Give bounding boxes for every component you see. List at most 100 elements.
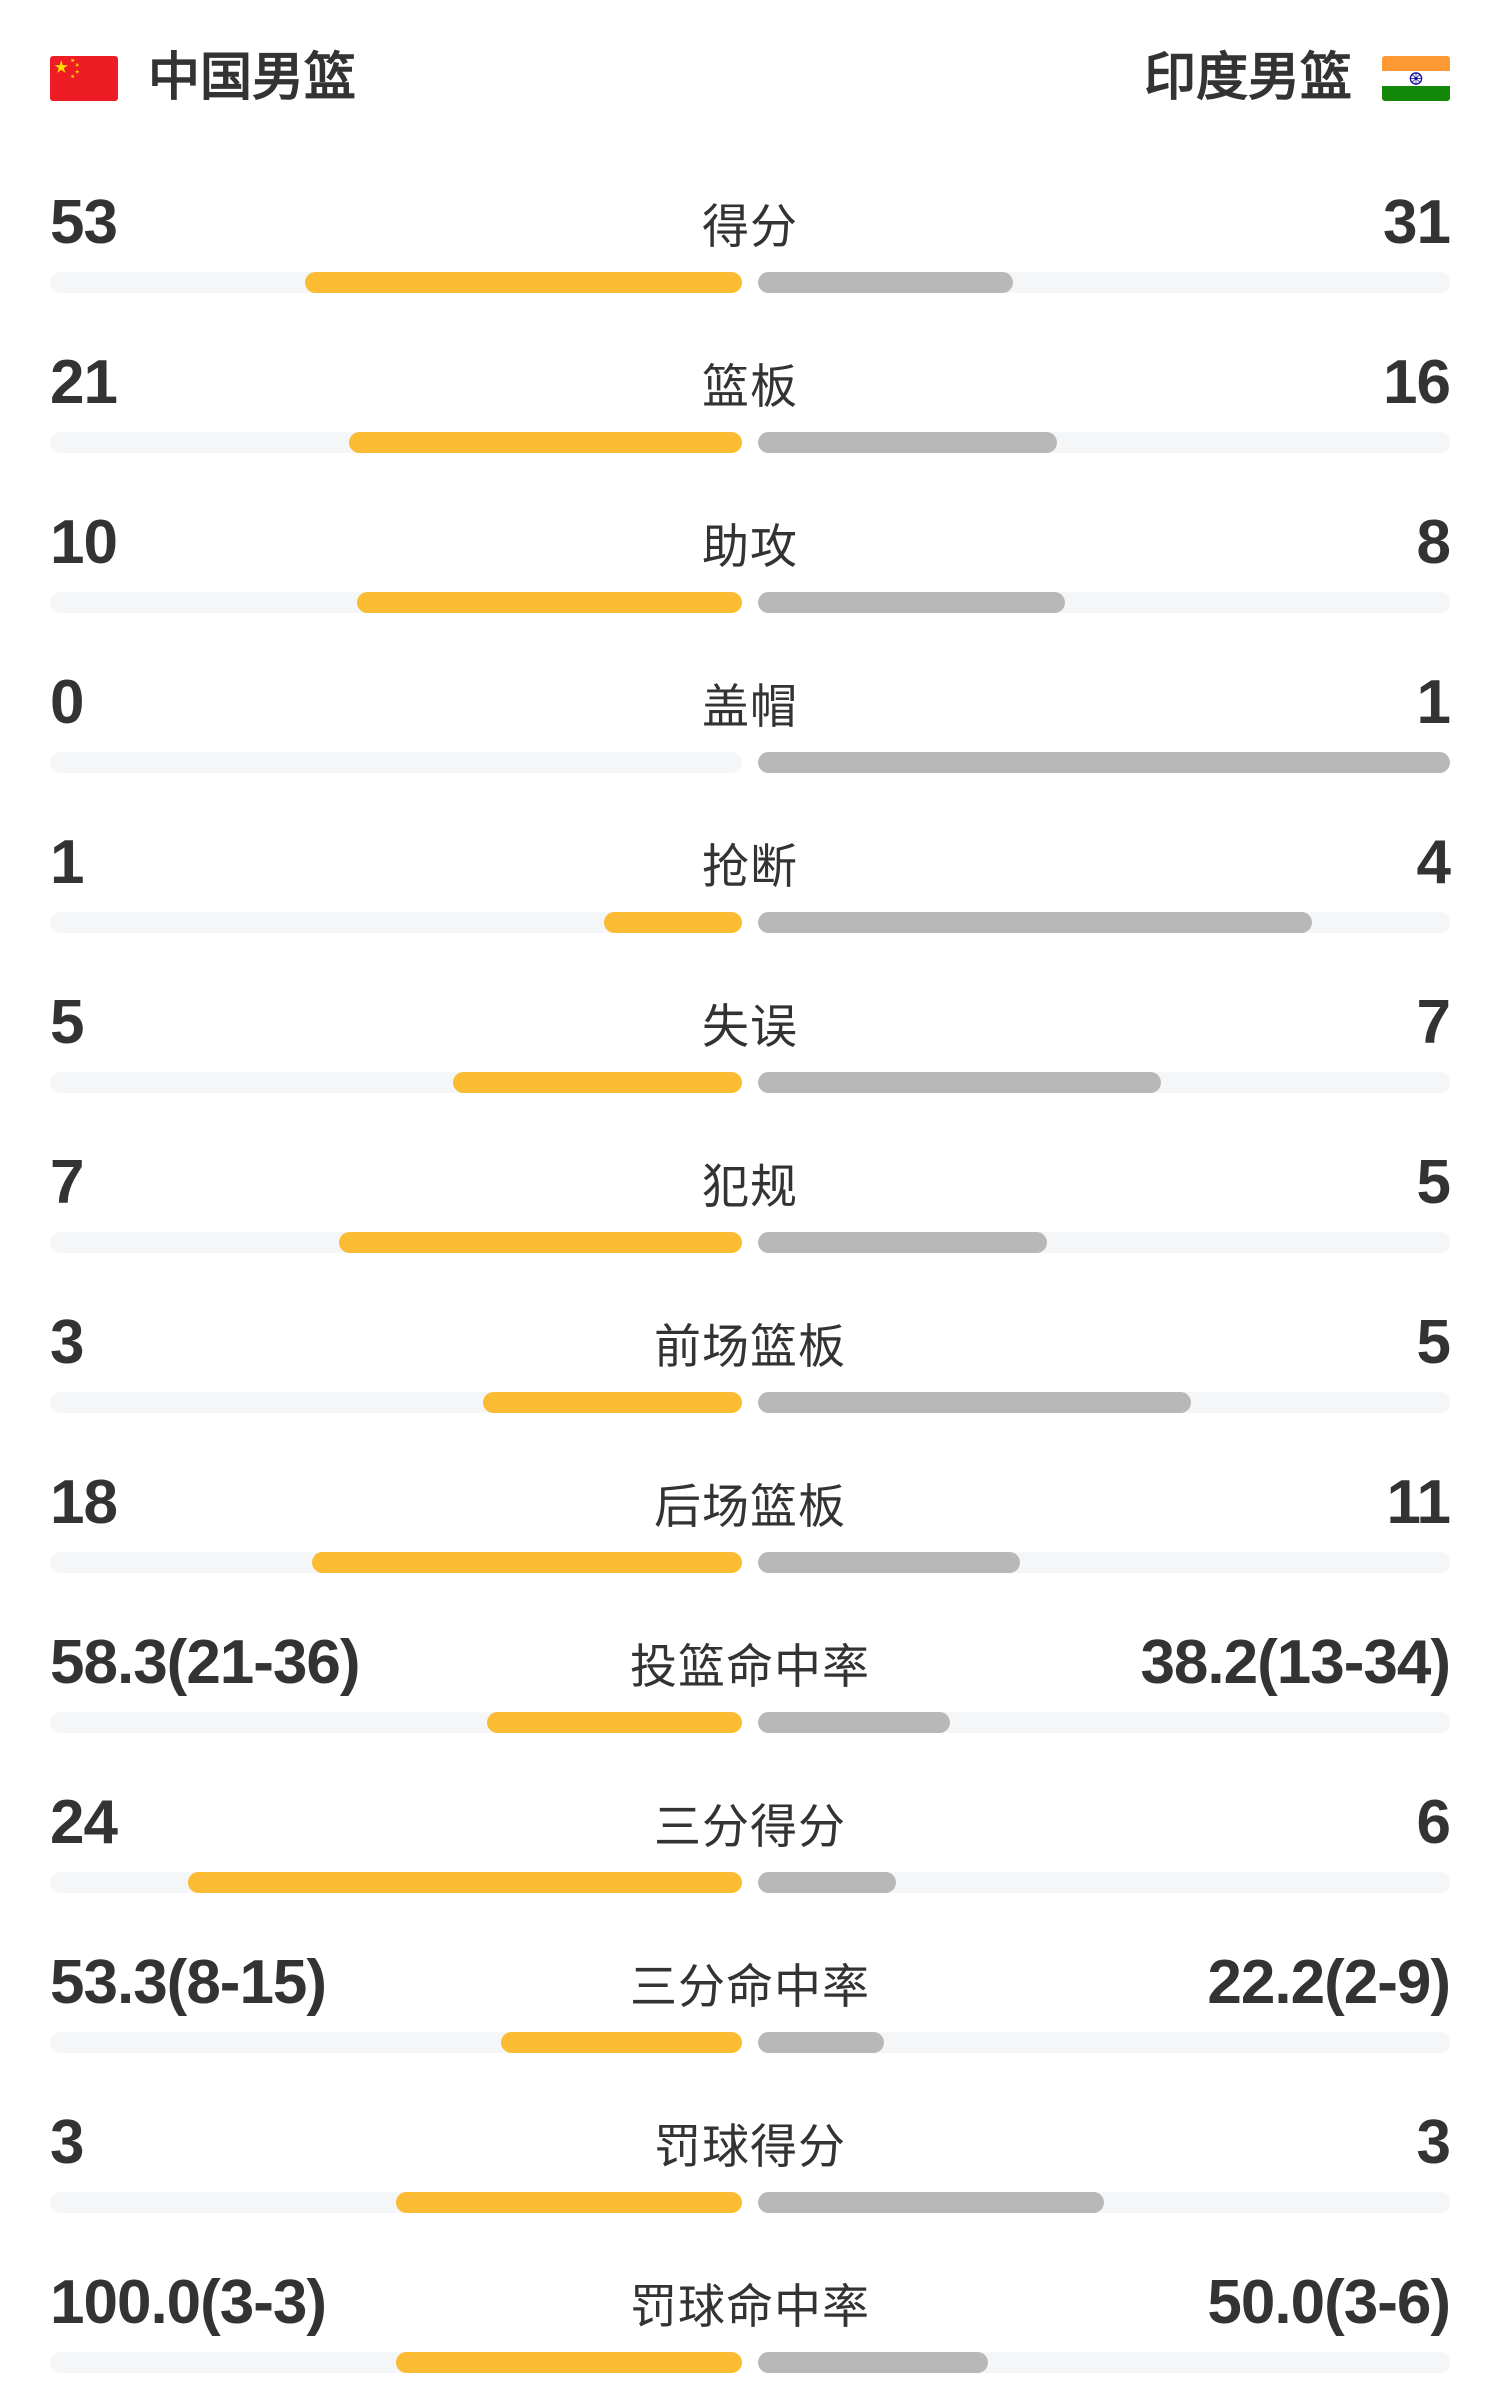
- stat-bars: [50, 752, 1450, 773]
- stat-value-away: 1: [1416, 668, 1451, 737]
- stat-label: 后场篮板: [654, 1480, 846, 1533]
- stat-label: 得分: [702, 200, 798, 253]
- stat-value-home: 21: [50, 348, 118, 417]
- stat-bar-fill-home: [348, 432, 742, 453]
- stat-value-away: 38.2(13-34): [1140, 1628, 1451, 1697]
- stat-values-line: 53 得分 31: [50, 188, 1451, 257]
- stat-bar-fill-home: [357, 592, 742, 613]
- stat-bar-track-home: [50, 592, 742, 613]
- stat-bar-track-home: [50, 1872, 742, 1893]
- stat-row: 21 篮板 16: [50, 348, 1451, 511]
- stat-label: 篮板: [702, 360, 798, 413]
- away-team: 印度男篮: [1144, 52, 1450, 104]
- stat-bar-track-home: [50, 2192, 742, 2213]
- stat-row: 53 得分 31: [50, 188, 1451, 351]
- stat-bar-track-away: [758, 1232, 1450, 1253]
- stat-row: 53.3(8-15) 三分命中率 22.2(2-9): [50, 1948, 1451, 2111]
- stat-value-away: 31: [1383, 188, 1451, 257]
- stat-bars: [50, 592, 1450, 613]
- stat-bar-track-away: [758, 752, 1450, 773]
- stat-bar-fill-home: [501, 2032, 742, 2053]
- stat-value-away: 5: [1416, 1308, 1451, 1377]
- away-team-name: 印度男篮: [1143, 49, 1352, 107]
- stat-label: 罚球命中率: [630, 2280, 870, 2333]
- stat-bar-track-home: [50, 2032, 742, 2053]
- stat-value-home: 7: [50, 1148, 84, 1217]
- stat-label: 三分得分: [654, 1800, 846, 1853]
- stat-bar-track-home: [50, 912, 742, 933]
- stat-label: 抢断: [702, 840, 798, 893]
- china-flag-icon: [50, 55, 118, 101]
- stat-label: 犯规: [702, 1160, 798, 1213]
- stat-bar-fill-home: [453, 1072, 742, 1093]
- stat-value-away: 6: [1416, 1788, 1451, 1857]
- stat-label: 前场篮板: [654, 1320, 846, 1373]
- stat-row: 100.0(3-3) 罚球命中率 50.0(3-6): [50, 2268, 1451, 2400]
- stat-bars: [50, 1392, 1450, 1413]
- stat-bars: [50, 1712, 1450, 1733]
- stat-bar-fill-away: [758, 752, 1450, 773]
- stat-values-line: 18 后场篮板 11: [50, 1471, 1451, 1535]
- stat-bars: [50, 1232, 1450, 1253]
- stat-value-home: 1: [50, 828, 84, 897]
- stat-values-line: 21 篮板 16: [50, 348, 1451, 417]
- stat-bar-track-home: [50, 1232, 742, 1253]
- stat-values-line: 0 盖帽 1: [50, 668, 1451, 737]
- stat-bar-fill-home: [603, 912, 742, 933]
- stat-values-line: 3 前场篮板 5: [50, 1308, 1451, 1377]
- stat-values-line: 1 抢断 4: [50, 828, 1451, 897]
- stat-bar-fill-home: [312, 1552, 742, 1573]
- stat-bar-track-home: [50, 1712, 742, 1733]
- stat-row: 0 盖帽 1: [50, 668, 1451, 831]
- stat-bar-track-away: [758, 2032, 1450, 2053]
- stat-row: 5 失误 7: [50, 988, 1451, 1151]
- stat-bars: [50, 432, 1450, 453]
- stat-bars: [50, 2352, 1450, 2373]
- stat-bar-fill-home: [396, 2192, 742, 2213]
- stat-value-home: 3: [50, 1308, 84, 1377]
- stat-bar-track-away: [758, 912, 1450, 933]
- stat-bar-fill-away: [758, 2032, 884, 2053]
- stat-row: 18 后场篮板 11: [50, 1471, 1451, 1631]
- stat-bar-track-away: [758, 1392, 1450, 1413]
- stat-value-away: 50.0(3-6): [1207, 2268, 1451, 2337]
- stat-bar-fill-home: [305, 272, 742, 293]
- stat-bar-fill-away: [758, 1232, 1047, 1253]
- stat-bar-track-home: [50, 2352, 742, 2373]
- stat-row: 58.3(21-36) 投篮命中率 38.2(13-34): [50, 1628, 1451, 1791]
- stat-bars: [50, 2192, 1450, 2213]
- stat-bar-track-away: [758, 1552, 1450, 1573]
- stat-bars: [50, 2032, 1450, 2053]
- stats-header: 中国男篮 印度男篮: [50, 0, 1450, 104]
- stat-values-line: 3 罚球得分 3: [50, 2108, 1451, 2177]
- stat-row: 24 三分得分 6: [50, 1788, 1451, 1951]
- stat-bar-track-away: [758, 592, 1450, 613]
- stat-bar-fill-home: [338, 1232, 742, 1253]
- stat-bar-track-away: [758, 1072, 1450, 1093]
- stat-bar-fill-away: [758, 432, 1057, 453]
- stat-value-home: 3: [50, 2108, 84, 2177]
- home-team-name: 中国男篮: [148, 49, 357, 107]
- stat-row: 7 犯规 5: [50, 1148, 1451, 1311]
- stat-value-home: 53.3(8-15): [50, 1948, 327, 2017]
- stat-value-away: 3: [1416, 2108, 1451, 2177]
- stat-bar-track-away: [758, 1712, 1450, 1733]
- stat-value-home: 100.0(3-3): [50, 2268, 327, 2337]
- stat-bars: [50, 272, 1450, 293]
- stat-value-home: 10: [50, 508, 118, 577]
- stat-value-away: 4: [1416, 828, 1451, 897]
- stat-label: 盖帽: [702, 680, 798, 733]
- home-team: 中国男篮: [50, 52, 356, 104]
- stat-value-home: 24: [50, 1788, 118, 1857]
- stat-bar-track-away: [758, 2192, 1450, 2213]
- stat-value-home: 5: [50, 988, 84, 1057]
- stat-bar-fill-away: [758, 272, 1014, 293]
- stat-bars: [50, 1552, 1450, 1573]
- stats-list: 53 得分 31 21 篮板 16: [50, 188, 1451, 2400]
- stat-bar-track-home: [50, 1392, 742, 1413]
- stat-row: 1 抢断 4: [50, 828, 1451, 991]
- stat-bar-track-away: [758, 272, 1450, 293]
- stat-values-line: 100.0(3-3) 罚球命中率 50.0(3-6): [50, 2268, 1451, 2337]
- stat-values-line: 53.3(8-15) 三分命中率 22.2(2-9): [50, 1948, 1451, 2017]
